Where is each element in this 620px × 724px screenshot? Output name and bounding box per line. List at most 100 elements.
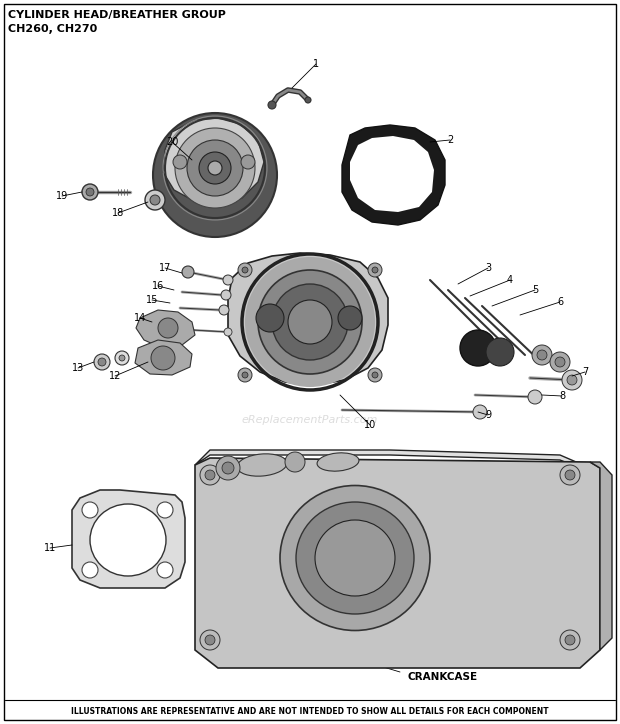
- Circle shape: [187, 140, 243, 196]
- Polygon shape: [195, 458, 600, 668]
- Circle shape: [268, 101, 276, 109]
- Circle shape: [565, 635, 575, 645]
- Polygon shape: [342, 125, 445, 225]
- Circle shape: [562, 370, 582, 390]
- Circle shape: [153, 113, 277, 237]
- Circle shape: [242, 267, 248, 273]
- Circle shape: [175, 128, 255, 208]
- Circle shape: [157, 562, 173, 578]
- Ellipse shape: [296, 502, 414, 614]
- Polygon shape: [350, 136, 434, 212]
- Circle shape: [550, 352, 570, 372]
- Text: 17: 17: [159, 263, 171, 273]
- Circle shape: [338, 306, 362, 330]
- Text: CYLINDER HEAD/BREATHER GROUP: CYLINDER HEAD/BREATHER GROUP: [8, 10, 226, 20]
- Circle shape: [460, 330, 496, 366]
- Text: 8: 8: [559, 391, 565, 401]
- Circle shape: [82, 502, 98, 518]
- Circle shape: [368, 368, 382, 382]
- Text: 14: 14: [134, 313, 146, 323]
- Circle shape: [288, 300, 332, 344]
- Ellipse shape: [317, 452, 359, 471]
- Circle shape: [256, 304, 284, 332]
- Circle shape: [272, 284, 348, 360]
- Text: CH260, CH270: CH260, CH270: [8, 24, 97, 34]
- Text: 19: 19: [56, 191, 68, 201]
- Circle shape: [567, 375, 577, 385]
- Circle shape: [368, 263, 382, 277]
- Circle shape: [285, 452, 305, 472]
- Ellipse shape: [315, 520, 395, 596]
- Ellipse shape: [237, 454, 287, 476]
- Circle shape: [242, 372, 248, 378]
- Circle shape: [555, 357, 565, 367]
- Polygon shape: [590, 462, 612, 650]
- Circle shape: [205, 635, 215, 645]
- Text: 20: 20: [166, 137, 178, 147]
- Ellipse shape: [280, 486, 430, 631]
- Circle shape: [528, 390, 542, 404]
- Circle shape: [222, 462, 234, 474]
- Circle shape: [223, 275, 233, 285]
- Circle shape: [372, 267, 378, 273]
- Circle shape: [82, 562, 98, 578]
- Circle shape: [86, 188, 94, 196]
- Text: 10: 10: [364, 420, 376, 430]
- Text: eReplacementParts.com: eReplacementParts.com: [242, 415, 378, 425]
- Circle shape: [224, 328, 232, 336]
- Circle shape: [241, 155, 255, 169]
- Circle shape: [221, 290, 231, 300]
- Circle shape: [532, 345, 552, 365]
- Circle shape: [372, 372, 378, 378]
- Circle shape: [199, 152, 231, 184]
- Text: 15: 15: [146, 295, 158, 305]
- Circle shape: [150, 195, 160, 205]
- Text: 6: 6: [557, 297, 563, 307]
- Circle shape: [115, 351, 129, 365]
- Text: 9: 9: [485, 410, 491, 420]
- Circle shape: [245, 257, 375, 387]
- Circle shape: [182, 266, 194, 278]
- Polygon shape: [228, 253, 388, 385]
- Text: 2: 2: [447, 135, 453, 145]
- Ellipse shape: [90, 504, 166, 576]
- Text: CRANKCASE: CRANKCASE: [408, 672, 478, 682]
- Circle shape: [98, 358, 106, 366]
- Text: 1: 1: [313, 59, 319, 69]
- Circle shape: [219, 305, 229, 315]
- Circle shape: [238, 263, 252, 277]
- Circle shape: [200, 630, 220, 650]
- Polygon shape: [195, 450, 590, 472]
- Circle shape: [305, 97, 311, 103]
- Circle shape: [200, 465, 220, 485]
- Polygon shape: [136, 310, 195, 348]
- Circle shape: [560, 465, 580, 485]
- Circle shape: [158, 318, 178, 338]
- Text: 13: 13: [72, 363, 84, 373]
- Polygon shape: [163, 118, 264, 205]
- Text: ILLUSTRATIONS ARE REPRESENTATIVE AND ARE NOT INTENDED TO SHOW ALL DETAILS FOR EA: ILLUSTRATIONS ARE REPRESENTATIVE AND ARE…: [71, 707, 549, 717]
- Circle shape: [216, 456, 240, 480]
- Text: 11: 11: [44, 543, 56, 553]
- Polygon shape: [72, 490, 185, 588]
- Circle shape: [537, 350, 547, 360]
- Circle shape: [238, 368, 252, 382]
- Circle shape: [151, 346, 175, 370]
- Circle shape: [94, 354, 110, 370]
- Polygon shape: [135, 340, 192, 375]
- Circle shape: [82, 184, 98, 200]
- Circle shape: [145, 190, 165, 210]
- Circle shape: [565, 470, 575, 480]
- Text: 3: 3: [485, 263, 491, 273]
- Text: 4: 4: [507, 275, 513, 285]
- Text: 5: 5: [532, 285, 538, 295]
- Circle shape: [208, 161, 222, 175]
- Text: 12: 12: [109, 371, 121, 381]
- Circle shape: [157, 502, 173, 518]
- Circle shape: [119, 355, 125, 361]
- Circle shape: [205, 470, 215, 480]
- Text: 18: 18: [112, 208, 124, 218]
- Circle shape: [473, 405, 487, 419]
- Text: 7: 7: [582, 367, 588, 377]
- Circle shape: [173, 155, 187, 169]
